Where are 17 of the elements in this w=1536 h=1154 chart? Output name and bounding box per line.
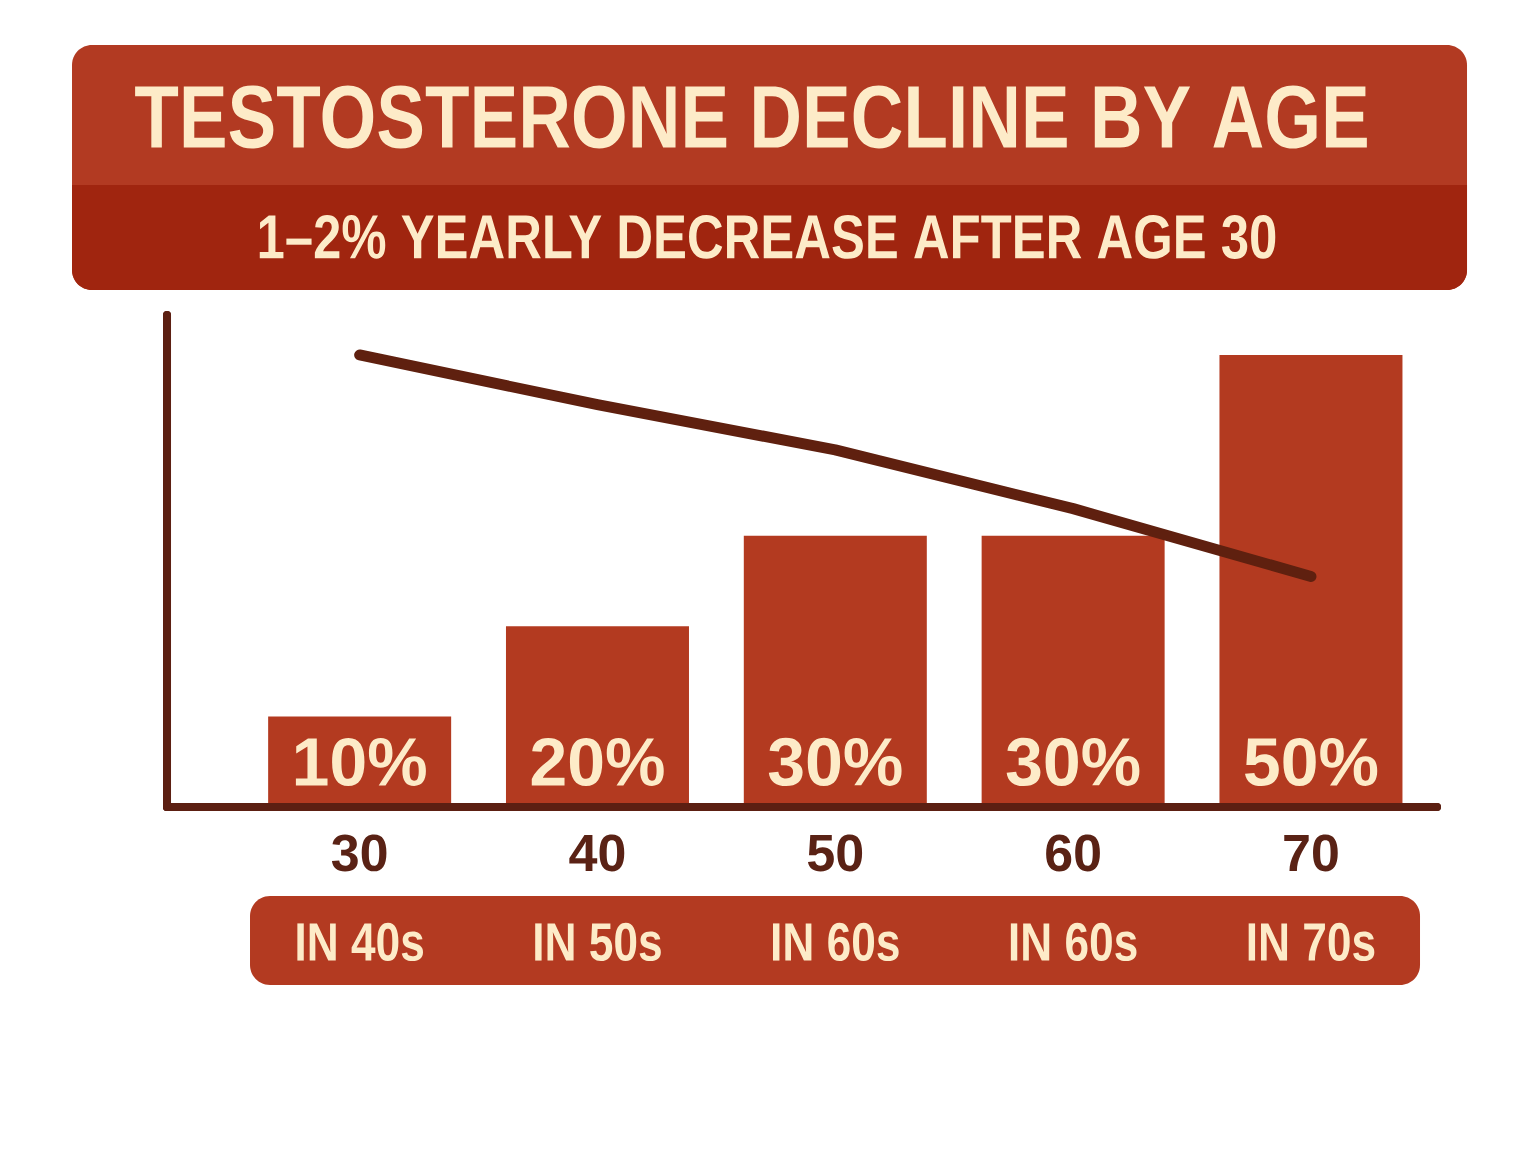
data-label: 10% <box>295 737 426 787</box>
text: IN 60s <box>1010 922 1137 962</box>
data-label: 50% <box>1245 737 1378 787</box>
chart-title: TESTOSTERONE DECLINE BY AGE <box>135 85 1367 149</box>
text: IN 50s <box>535 922 661 962</box>
data-label: 30% <box>768 737 902 787</box>
text: IN 40s <box>297 922 424 962</box>
x-tick-label: 50 <box>807 834 863 872</box>
chart-subtitle: 1–2% YEARLY DECREASE AFTER AGE 30 <box>259 214 1276 259</box>
x-tick-label: 30 <box>331 834 387 872</box>
x-tick-label: 70 <box>1284 834 1338 872</box>
data-label: 20% <box>531 737 664 787</box>
data-label: 30% <box>1006 737 1140 787</box>
x-tick-label: 60 <box>1046 834 1100 872</box>
text: IN 60s <box>773 922 899 962</box>
x-tick-label: 40 <box>569 834 625 872</box>
text: IN 70s <box>1248 922 1375 962</box>
